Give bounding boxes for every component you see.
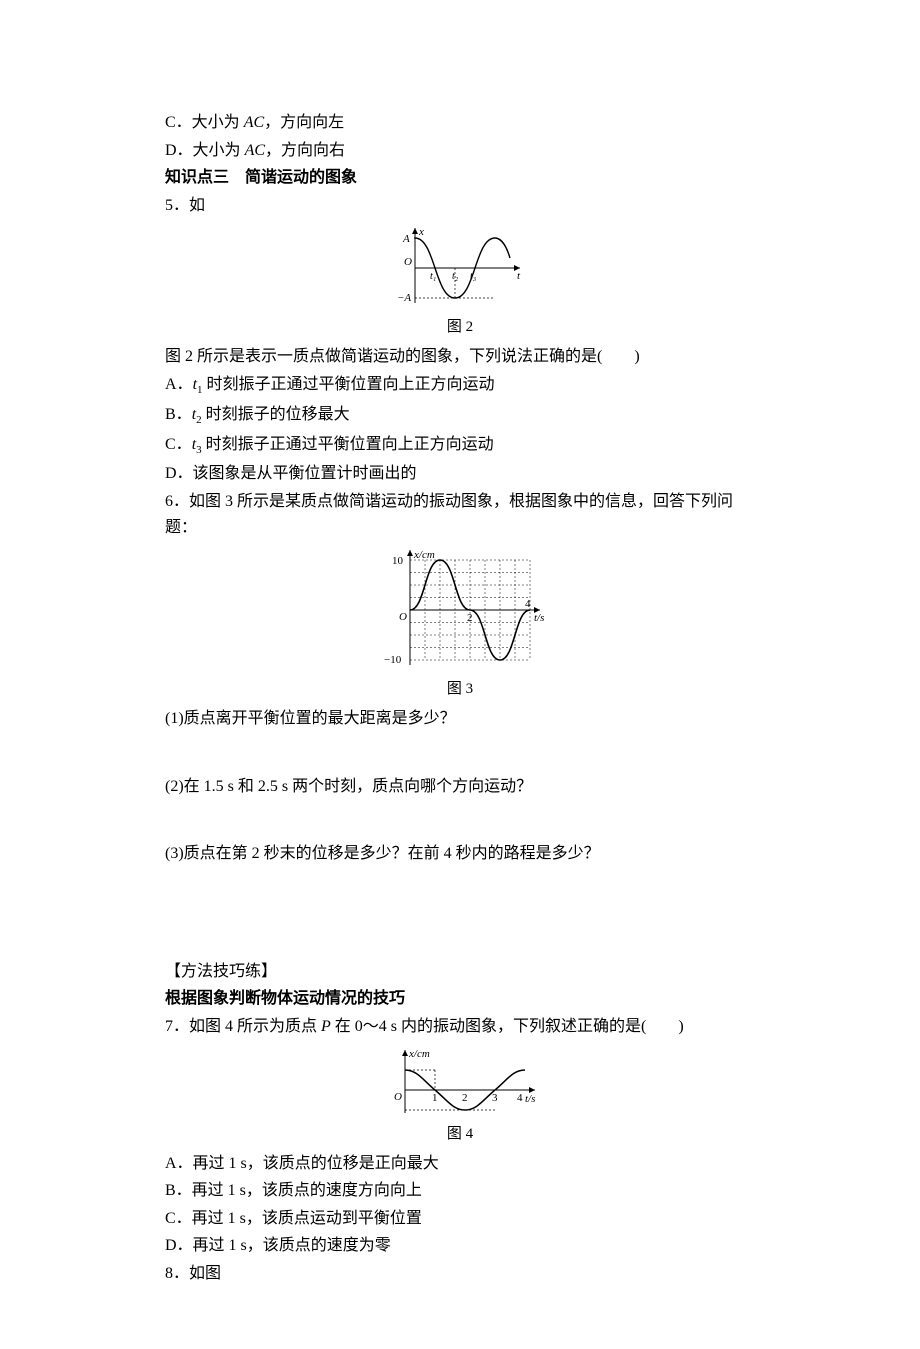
q8-stem: 8．如图: [165, 1261, 755, 1287]
figure-3-svg: x/cm 10 −10 O 2 4 t/s: [370, 545, 550, 675]
blank-space-3: [165, 869, 755, 959]
svg-text:4: 4: [525, 598, 531, 610]
option-d: D．大小为 AC，方向向右: [165, 138, 755, 164]
page: C．大小为 AC，方向向左 D．大小为 AC，方向向右 知识点三 简谐运动的图象…: [0, 0, 920, 1349]
svg-text:−10: −10: [384, 654, 402, 666]
svg-text:x/cm: x/cm: [408, 1048, 430, 1060]
svg-text:O: O: [404, 256, 412, 268]
q7-option-c: C．再过 1 s，该质点运动到平衡位置: [165, 1206, 755, 1232]
svg-text:x: x: [418, 226, 424, 238]
q5-option-d: D．该图象是从平衡位置计时画出的: [165, 461, 755, 487]
figure-4-caption: 图 4: [165, 1122, 755, 1146]
figure-4: x/cm O 1 2 3 4 t/s 图 4: [165, 1045, 755, 1146]
section-heading-kp3: 知识点三 简谐运动的图象: [165, 165, 755, 191]
svg-text:−A: −A: [397, 292, 411, 304]
q7-option-b: B．再过 1 s，该质点的速度方向向上: [165, 1178, 755, 1204]
option-c: C．大小为 AC，方向向左: [165, 110, 755, 136]
q5-option-a: A．t1 时刻振子正通过平衡位置向上正方向运动: [165, 372, 755, 400]
svg-text:t/s: t/s: [534, 612, 544, 624]
methods-heading: 【方法技巧练】: [165, 959, 755, 985]
figure-2-caption: 图 2: [165, 315, 755, 339]
figure-2-svg: A −A O x t t₁ t₂ t₃: [390, 223, 530, 313]
q6-sub2: (2)在 1.5 s 和 2.5 s 两个时刻，质点向哪个方向运动？: [165, 774, 755, 800]
svg-text:x/cm: x/cm: [413, 549, 435, 561]
q5-body: 图 2 所示是表示一质点做简谐运动的图象，下列说法正确的是( ): [165, 344, 755, 370]
svg-text:t₂: t₂: [452, 271, 459, 282]
q7-option-a: A．再过 1 s，该质点的位移是正向最大: [165, 1151, 755, 1177]
svg-text:t/s: t/s: [525, 1093, 535, 1105]
q5-option-b: B．t2 时刻振子的位移最大: [165, 402, 755, 430]
svg-text:t₁: t₁: [430, 271, 436, 282]
q7-option-d: D．再过 1 s，该质点的速度为零: [165, 1233, 755, 1259]
svg-text:2: 2: [462, 1092, 468, 1104]
svg-text:t₃: t₃: [470, 271, 477, 282]
q6-sub3: (3)质点在第 2 秒末的位移是多少？在前 4 秒内的路程是多少？: [165, 841, 755, 867]
q6-sub1: (1)质点离开平衡位置的最大距离是多少？: [165, 706, 755, 732]
svg-text:4: 4: [517, 1092, 523, 1104]
q5-option-c: C．t3 时刻振子正通过平衡位置向上正方向运动: [165, 432, 755, 460]
svg-text:10: 10: [392, 555, 404, 567]
svg-text:3: 3: [492, 1092, 498, 1104]
figure-4-svg: x/cm O 1 2 3 4 t/s: [375, 1045, 545, 1120]
svg-text:t: t: [517, 270, 521, 282]
svg-text:O: O: [399, 611, 407, 623]
q7-stem: 7．如图 4 所示为质点 P 在 0～4 s 内的振动图象，下列叙述正确的是( …: [165, 1014, 755, 1040]
svg-text:O: O: [394, 1091, 402, 1103]
svg-text:1: 1: [432, 1092, 438, 1104]
blank-space-1: [165, 734, 755, 774]
figure-3-caption: 图 3: [165, 677, 755, 701]
blank-space-2: [165, 801, 755, 841]
methods-sub: 根据图象判断物体运动情况的技巧: [165, 986, 755, 1012]
svg-text:A: A: [402, 233, 410, 245]
figure-2: A −A O x t t₁ t₂ t₃ 图 2: [165, 223, 755, 339]
figure-3: x/cm 10 −10 O 2 4 t/s 图 3: [165, 545, 755, 701]
q5-stem: 5．如: [165, 193, 755, 219]
q6-stem: 6．如图 3 所示是某质点做简谐运动的振动图象，根据图象中的信息，回答下列问题：: [165, 489, 755, 540]
svg-text:2: 2: [467, 612, 473, 624]
